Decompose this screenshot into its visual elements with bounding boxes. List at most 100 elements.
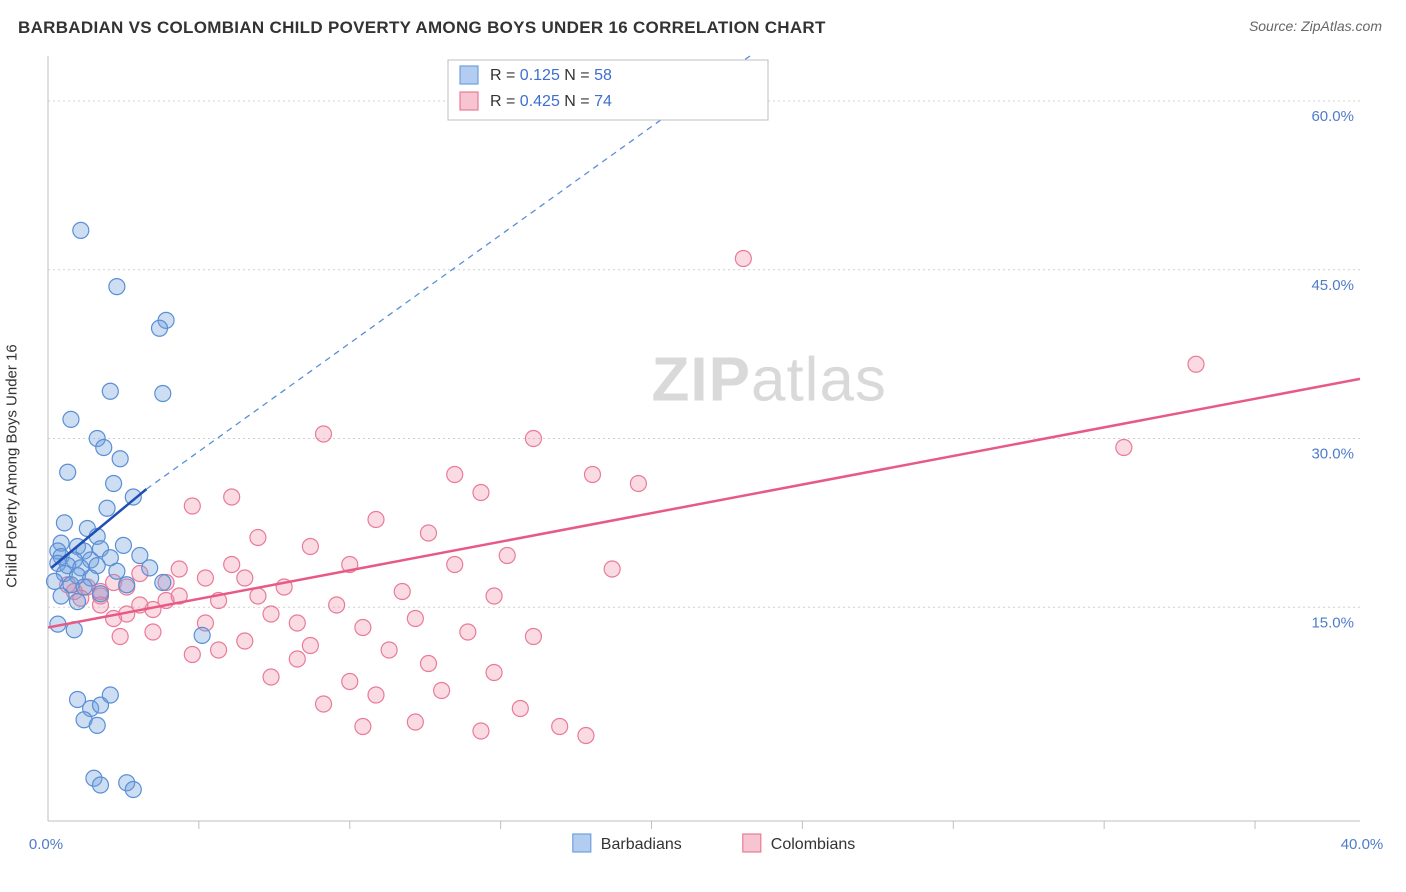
legend-swatch xyxy=(743,834,761,852)
data-point xyxy=(109,563,125,579)
data-point xyxy=(302,638,318,654)
data-point xyxy=(263,669,279,685)
legend-swatch xyxy=(460,92,478,110)
data-point xyxy=(394,584,410,600)
data-point xyxy=(56,515,72,531)
data-point xyxy=(289,651,305,667)
data-point xyxy=(194,627,210,643)
data-point xyxy=(486,665,502,681)
chart-title: BARBADIAN VS COLOMBIAN CHILD POVERTY AMO… xyxy=(18,18,826,38)
data-point xyxy=(407,714,423,730)
legend-stat-row: R = 0.125 N = 58 xyxy=(490,67,612,84)
legend-series-label: Colombians xyxy=(771,836,855,853)
data-point xyxy=(96,440,112,456)
data-point xyxy=(499,548,515,564)
trendline-barbadians-extrapolated xyxy=(146,56,750,489)
data-point xyxy=(525,431,541,447)
data-point xyxy=(584,467,600,483)
chart-area: Child Poverty Among Boys Under 16 15.0% 3… xyxy=(0,46,1406,886)
data-point xyxy=(112,629,128,645)
header: BARBADIAN VS COLOMBIAN CHILD POVERTY AMO… xyxy=(0,0,1406,46)
data-point xyxy=(224,489,240,505)
data-point xyxy=(145,624,161,640)
data-point xyxy=(302,539,318,555)
data-point xyxy=(473,485,489,501)
data-point xyxy=(211,642,227,658)
y-tick-label: 45.0% xyxy=(1311,277,1354,294)
data-point xyxy=(102,687,118,703)
data-point xyxy=(152,320,168,336)
data-point xyxy=(112,451,128,467)
data-point xyxy=(316,426,332,442)
data-point xyxy=(184,647,200,663)
data-point xyxy=(142,560,158,576)
legend-swatch xyxy=(573,834,591,852)
y-tick-label: 30.0% xyxy=(1311,446,1354,463)
data-point xyxy=(486,588,502,604)
data-point xyxy=(342,674,358,690)
watermark: ZIPatlas xyxy=(652,345,887,414)
data-point xyxy=(171,561,187,577)
data-point xyxy=(60,464,76,480)
data-point xyxy=(1116,440,1132,456)
data-point xyxy=(73,222,89,238)
legend-stat-row: R = 0.425 N = 74 xyxy=(490,93,612,110)
data-point xyxy=(420,525,436,541)
data-point xyxy=(53,588,69,604)
x-tick-label: 40.0% xyxy=(1341,836,1384,853)
data-point xyxy=(525,629,541,645)
data-point xyxy=(447,557,463,573)
data-point xyxy=(316,696,332,712)
data-point xyxy=(512,701,528,717)
data-point xyxy=(47,573,63,589)
data-point xyxy=(447,467,463,483)
scatter-chart: 15.0% 30.0% 45.0% 60.0% 0.0% 40.0% ZIPatlas R =… xyxy=(0,46,1406,886)
data-point xyxy=(125,489,141,505)
data-point xyxy=(125,782,141,798)
data-point xyxy=(102,383,118,399)
data-point xyxy=(329,597,345,613)
data-point xyxy=(578,728,594,744)
data-point xyxy=(237,570,253,586)
data-point xyxy=(381,642,397,658)
data-point xyxy=(604,561,620,577)
source-label: Source: ZipAtlas.com xyxy=(1249,18,1382,34)
data-point xyxy=(92,586,108,602)
data-point xyxy=(92,777,108,793)
data-point xyxy=(237,633,253,649)
data-point xyxy=(76,579,92,595)
data-point xyxy=(368,687,384,703)
data-point xyxy=(99,500,115,516)
data-point xyxy=(89,717,105,733)
data-point xyxy=(109,279,125,295)
trendline-colombians xyxy=(48,379,1360,628)
data-point xyxy=(70,594,86,610)
data-point xyxy=(368,512,384,528)
y-axis-label: Child Poverty Among Boys Under 16 xyxy=(4,344,21,587)
data-point xyxy=(155,575,171,591)
data-point xyxy=(115,537,131,553)
data-point xyxy=(473,723,489,739)
data-point xyxy=(184,498,200,514)
data-point xyxy=(63,411,79,427)
y-tick-label: 60.0% xyxy=(1311,108,1354,125)
data-point xyxy=(630,476,646,492)
data-point xyxy=(552,719,568,735)
data-point xyxy=(407,611,423,627)
data-point xyxy=(460,624,476,640)
data-point xyxy=(420,656,436,672)
legend-swatch xyxy=(460,66,478,84)
x-tick-label: 0.0% xyxy=(29,836,63,853)
data-point xyxy=(355,719,371,735)
data-point xyxy=(1188,356,1204,372)
data-point xyxy=(106,476,122,492)
data-point xyxy=(250,530,266,546)
data-point xyxy=(355,620,371,636)
data-point xyxy=(289,615,305,631)
data-point xyxy=(155,386,171,402)
data-point xyxy=(434,683,450,699)
y-tick-label: 15.0% xyxy=(1311,614,1354,631)
data-point xyxy=(119,577,135,593)
data-point xyxy=(224,557,240,573)
legend-series-label: Barbadians xyxy=(601,836,682,853)
